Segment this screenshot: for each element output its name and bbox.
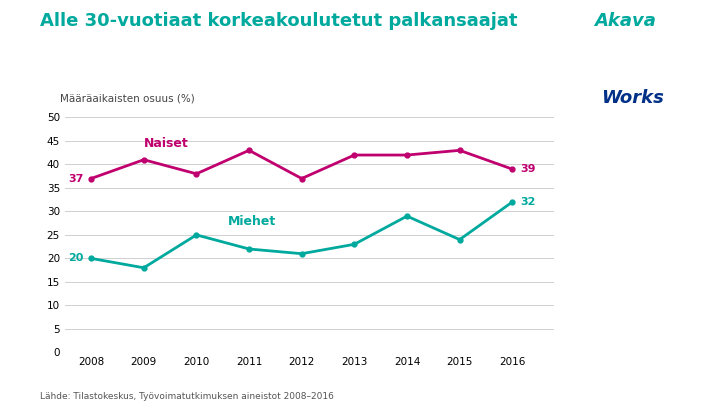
Text: Lähde: Tilastokeskus, Työvoimatutkimuksen aineistot 2008–2016: Lähde: Tilastokeskus, Työvoimatutkimukse… [40,392,333,401]
Text: Akava: Akava [594,12,656,30]
Text: Määräaikaisten osuus (%): Määräaikaisten osuus (%) [60,94,194,103]
Text: 37: 37 [68,173,84,183]
Text: Miehet: Miehet [228,215,276,228]
Text: 20: 20 [68,254,84,263]
Text: 32: 32 [520,197,536,207]
Text: Naiset: Naiset [144,136,189,149]
Text: 39: 39 [520,164,536,174]
Text: Works: Works [601,89,664,107]
Text: Alle 30-vuotiaat korkeakoulutetut palkansaajat: Alle 30-vuotiaat korkeakoulutetut palkan… [40,12,517,30]
